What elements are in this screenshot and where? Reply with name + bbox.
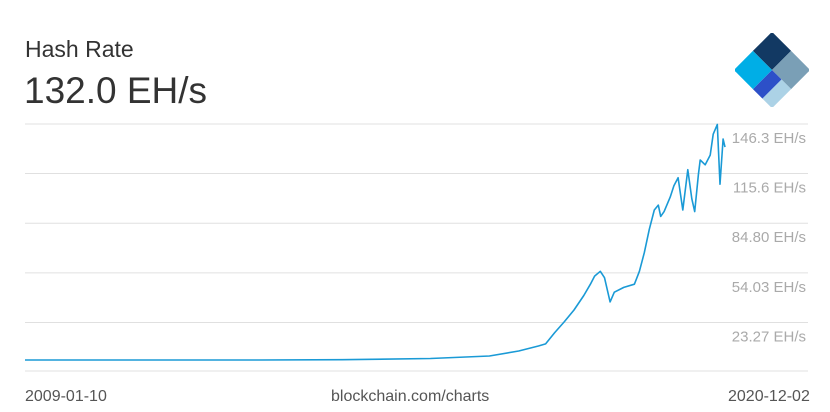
- blockchain-logo-icon: [735, 33, 809, 107]
- y-tick-label: 23.27 EH/s: [732, 328, 806, 345]
- current-value: 132.0 EH/s: [24, 70, 208, 111]
- y-tick-label: 84.80 EH/s: [732, 229, 806, 246]
- x-end-date: 2020-12-02: [728, 388, 810, 405]
- source-link[interactable]: blockchain.com/charts: [331, 388, 490, 405]
- y-tick-label: 146.3 EH/s: [732, 130, 806, 147]
- hash-rate-line: [25, 123, 726, 361]
- x-start-date: 2009-01-10: [25, 388, 107, 405]
- chart-title: Hash Rate: [25, 36, 134, 62]
- y-tick-label: 115.6 EH/s: [733, 180, 806, 197]
- y-tick-label: 54.03 EH/s: [732, 279, 806, 296]
